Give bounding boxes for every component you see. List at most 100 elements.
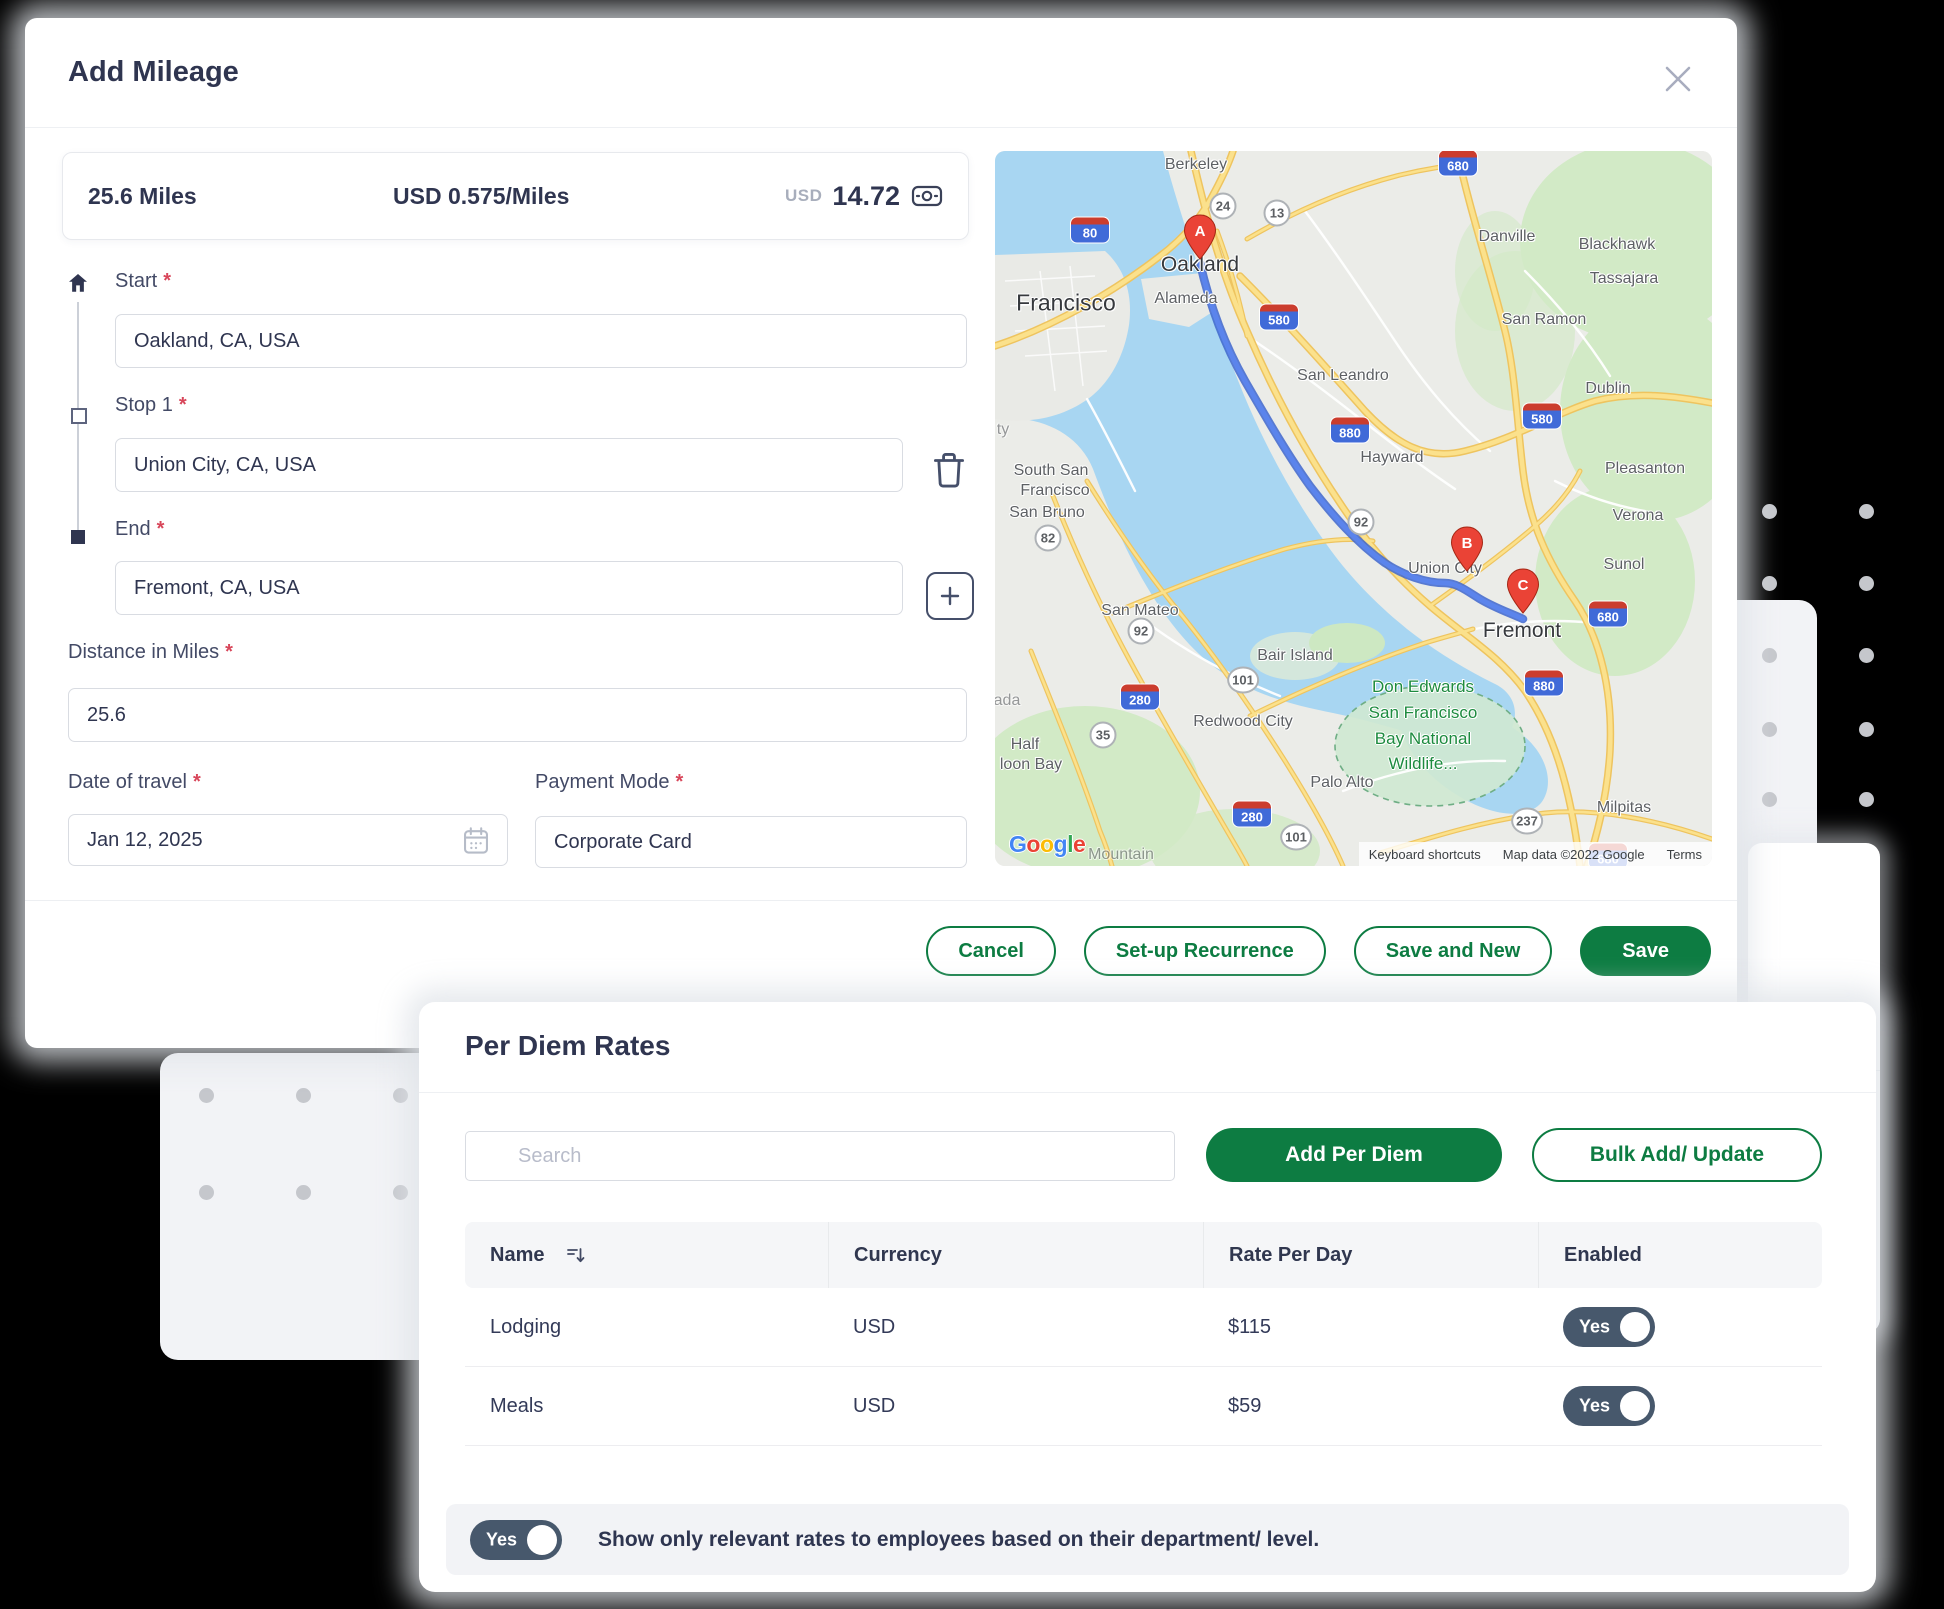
route-shield: 80: [1070, 216, 1110, 244]
divider: [25, 127, 1737, 128]
column-header-currency[interactable]: Currency: [828, 1222, 1203, 1288]
map-data-text: Map data ©2022 Google: [1502, 846, 1645, 862]
divider: [25, 900, 1737, 901]
mileage-summary-bar: 25.6 Miles USD 0.575/Miles USD 14.72: [62, 152, 969, 240]
setup-recurrence-button[interactable]: Set-up Recurrence: [1083, 926, 1326, 976]
map-label: South San: [1013, 462, 1089, 479]
close-icon[interactable]: [1661, 62, 1695, 96]
route-shield: 101: [1227, 666, 1259, 694]
dot: [296, 1185, 311, 1200]
summary-currency: USD: [785, 186, 823, 205]
payment-mode-input[interactable]: [535, 816, 967, 868]
dot: [1762, 648, 1777, 663]
map-marker-c: C: [1506, 568, 1540, 619]
date-of-travel-input[interactable]: [68, 814, 508, 866]
delete-stop-button[interactable]: [928, 448, 970, 494]
svg-text:C: C: [1518, 577, 1529, 594]
cell-currency: USD: [853, 1315, 896, 1338]
map-label: Sunol: [1603, 556, 1645, 573]
dot: [393, 1185, 408, 1200]
table-row: Lodging USD $115 Yes: [465, 1288, 1822, 1367]
date-of-travel-label: Date of travel *: [68, 771, 201, 793]
route-map[interactable]: Berkeley Oakland Alameda Francisco San Leand…: [995, 151, 1712, 866]
map-label: ada: [995, 692, 1021, 709]
home-icon: [69, 274, 87, 292]
required-asterisk: *: [225, 641, 233, 663]
dot: [1762, 504, 1777, 519]
distance-input[interactable]: [68, 688, 967, 742]
map-label: Verona: [1612, 507, 1664, 524]
map-label: Oakland: [1160, 253, 1240, 276]
table-row: Meals USD $59 Yes: [465, 1367, 1822, 1446]
trash-icon: [934, 452, 964, 487]
bulk-add-update-button[interactable]: Bulk Add/ Update: [1532, 1128, 1822, 1182]
route-shield: 82: [1034, 524, 1062, 552]
map-label: Palo Alto: [1310, 774, 1374, 791]
route-shield: 35: [1089, 721, 1117, 749]
route-shield: 280: [1120, 683, 1160, 711]
cell-name: Lodging: [490, 1315, 562, 1338]
route-shield: 13: [1263, 199, 1291, 227]
dot: [199, 1185, 214, 1200]
distance-label: Distance in Miles *: [68, 641, 233, 663]
dot: [1762, 576, 1777, 591]
cancel-button[interactable]: Cancel: [926, 926, 1056, 976]
required-asterisk: *: [156, 518, 165, 540]
column-header-enabled[interactable]: Enabled: [1538, 1222, 1822, 1288]
modal-title: Add Mileage: [68, 56, 239, 88]
map-marker-a: A: [1183, 214, 1217, 265]
map-label: Alameda: [1154, 290, 1218, 307]
relevant-rates-toggle[interactable]: Yes: [470, 1519, 562, 1560]
wallet-icon: [911, 185, 943, 207]
dot: [1859, 576, 1874, 591]
dot: [1859, 648, 1874, 663]
cell-rate: $115: [1228, 1315, 1272, 1338]
plus-icon: [940, 586, 960, 606]
route-shield: 92: [1127, 617, 1155, 645]
keyboard-shortcuts-link[interactable]: Keyboard shortcuts: [1368, 846, 1481, 862]
map-label: Redwood City: [1193, 713, 1293, 730]
dot: [199, 1088, 214, 1103]
map-labels: Berkeley Oakland Alameda Francisco San Leand…: [995, 151, 1712, 866]
map-label: San Leandro: [1297, 367, 1389, 384]
svg-text:B: B: [1462, 535, 1473, 552]
route-shield: 101: [1280, 823, 1312, 851]
toggle-knob: [1620, 1312, 1650, 1342]
map-shields: 80 24 13 580 680 580 880 92 82 92 280 35 101 280 101 23…: [995, 151, 1712, 866]
enabled-toggle[interactable]: Yes: [1563, 1307, 1655, 1347]
route-shield: 24: [1209, 192, 1237, 220]
search-input[interactable]: [465, 1131, 1175, 1181]
calendar-icon[interactable]: [462, 826, 490, 856]
map-geography: [995, 151, 1712, 866]
map-label: Half: [1010, 736, 1040, 753]
stop1-input[interactable]: [115, 438, 903, 492]
table-header-row: Name Currency Rate Per Day Enabled: [465, 1222, 1822, 1288]
save-button[interactable]: Save: [1580, 926, 1711, 976]
map-label: Hayward: [1360, 449, 1424, 466]
map-label: ty: [996, 421, 1010, 438]
route-shield: 580: [1522, 402, 1562, 430]
enabled-toggle[interactable]: Yes: [1563, 1386, 1655, 1426]
add-per-diem-button[interactable]: Add Per Diem: [1206, 1128, 1502, 1182]
route-shield: 92: [1347, 508, 1375, 536]
add-stop-button[interactable]: [926, 572, 974, 620]
terms-link[interactable]: Terms: [1666, 846, 1702, 862]
column-header-rate[interactable]: Rate Per Day: [1203, 1222, 1538, 1288]
dot: [393, 1088, 408, 1103]
map-label: Pleasanton: [1604, 460, 1686, 477]
summary-amount: 14.72: [832, 180, 900, 211]
save-and-new-button[interactable]: Save and New: [1353, 926, 1553, 976]
payment-mode-label: Payment Mode *: [535, 771, 684, 793]
end-input[interactable]: [115, 561, 903, 615]
add-mileage-modal: Add Mileage 25.6 Miles USD 0.575/Miles U…: [25, 18, 1737, 1048]
divider: [419, 1092, 1876, 1093]
start-input[interactable]: [115, 314, 967, 368]
cell-name: Meals: [490, 1394, 544, 1417]
sort-icon[interactable]: [566, 1245, 586, 1265]
column-header-name[interactable]: Name: [465, 1222, 828, 1288]
summary-rate: USD 0.575/Miles: [393, 182, 570, 209]
relevant-rates-text: Show only relevant rates to employees ba…: [598, 1527, 1320, 1551]
dot: [1762, 792, 1777, 807]
map-label: Dublin: [1585, 380, 1631, 397]
map-label: Wildlife...: [1388, 754, 1458, 773]
